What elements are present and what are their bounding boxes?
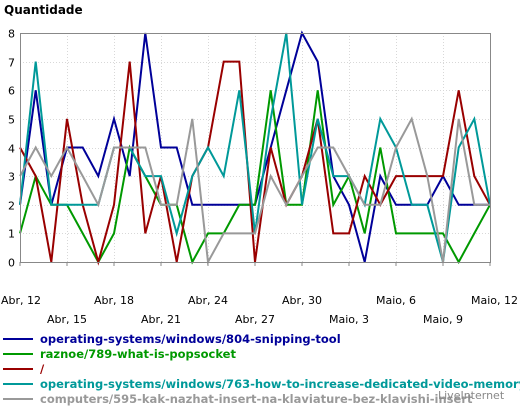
y-tick-label: 3 bbox=[8, 171, 15, 184]
legend-item: computers/595-kak-nazhat-insert-na-klavi… bbox=[0, 392, 520, 406]
x-tick-label: Maio, 9 bbox=[423, 313, 463, 326]
y-tick-label: 8 bbox=[8, 28, 15, 41]
x-tick-label: Maio, 3 bbox=[329, 313, 369, 326]
chart-title: Quantidade bbox=[4, 3, 83, 17]
x-tick-label: Abr, 27 bbox=[235, 313, 275, 326]
legend-label[interactable]: operating-systems/windows/804-snipping-t… bbox=[40, 332, 341, 346]
x-tick-label: Abr, 21 bbox=[141, 313, 181, 326]
y-tick-label: 1 bbox=[8, 228, 15, 241]
legend-label[interactable]: computers/595-kak-nazhat-insert-na-klavi… bbox=[40, 392, 473, 406]
series-line-5 bbox=[19, 116, 490, 266]
legend-swatch bbox=[3, 368, 33, 370]
x-tick-label: Abr, 15 bbox=[47, 313, 87, 326]
y-tick-label: 7 bbox=[8, 57, 15, 70]
x-tick-label: Abr, 24 bbox=[188, 294, 228, 307]
x-tick-label: Abr, 18 bbox=[94, 294, 134, 307]
x-tick-label: Maio, 6 bbox=[376, 294, 416, 307]
y-tick-label: 5 bbox=[8, 114, 15, 127]
legend-label[interactable]: / bbox=[40, 362, 45, 376]
legend-item: raznoe/789-what-is-popsocket bbox=[0, 347, 520, 361]
legend-swatch bbox=[3, 383, 33, 385]
y-tick-label: 2 bbox=[8, 200, 15, 213]
legend-item: / bbox=[0, 362, 520, 376]
legend-swatch bbox=[3, 353, 33, 355]
x-tick-label: Maio, 12 bbox=[471, 294, 518, 307]
x-tick-label: Abr, 30 bbox=[282, 294, 322, 307]
line-chart: 0 1 2 3 4 5 6 7 8 Abr, 12 Abr, 18 Abr, 24 Abr, 30 Mai… bbox=[1, 28, 518, 327]
y-tick-label: 6 bbox=[8, 85, 15, 98]
legend-swatch bbox=[3, 398, 33, 400]
legend: operating-systems/windows/804-snipping-t… bbox=[0, 332, 520, 407]
watermark: LiveInternet bbox=[438, 389, 505, 402]
legend-label[interactable]: raznoe/789-what-is-popsocket bbox=[40, 347, 236, 361]
legend-item: operating-systems/windows/804-snipping-t… bbox=[0, 332, 520, 346]
legend-swatch bbox=[3, 338, 33, 340]
x-tick-label: Abr, 12 bbox=[1, 294, 41, 307]
legend-item: operating-systems/windows/763-how-to-inc… bbox=[0, 377, 520, 391]
y-tick-label: 0 bbox=[8, 257, 15, 270]
y-tick-label: 4 bbox=[8, 143, 15, 156]
legend-label[interactable]: operating-systems/windows/763-how-to-inc… bbox=[40, 377, 520, 391]
axes: 0 1 2 3 4 5 6 7 8 Abr, 12 Abr, 18 Abr, 24 Abr, 30 Mai… bbox=[1, 28, 518, 327]
